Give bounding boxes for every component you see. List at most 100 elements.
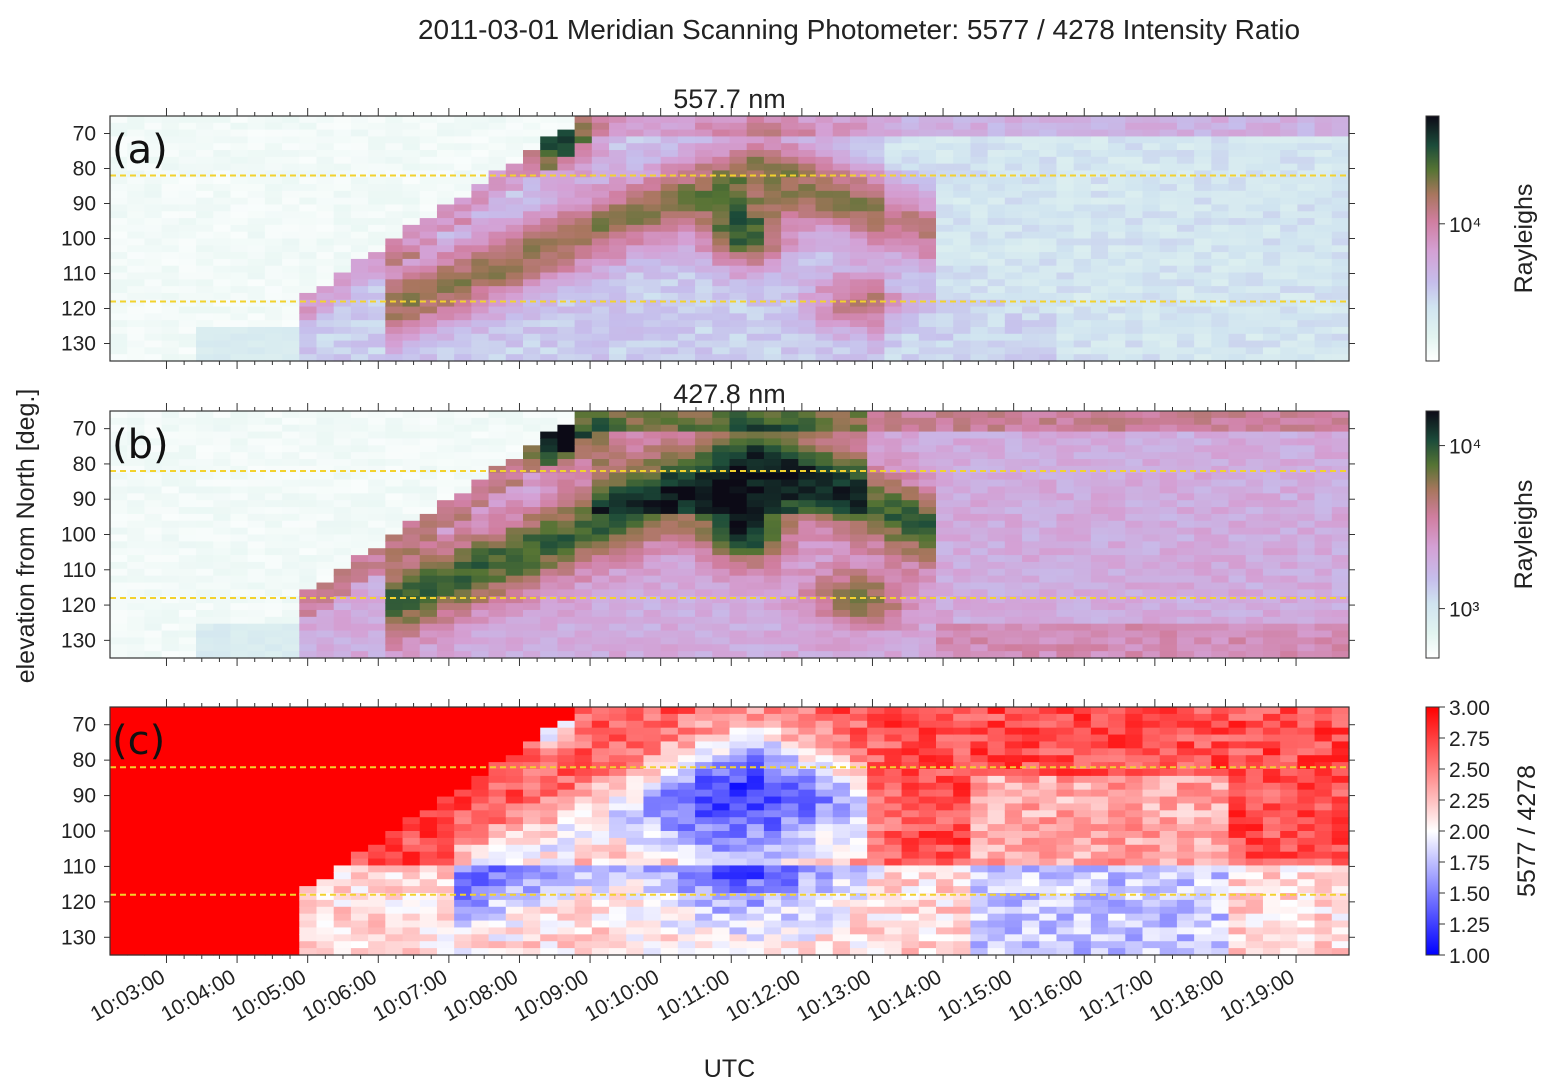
heatmap-cell [901,143,920,151]
heatmap-cell [471,143,490,151]
heatmap-cell [695,252,713,260]
heatmap-cell [1004,527,1023,536]
heatmap-cell [729,354,748,362]
heatmap-cell [505,211,524,219]
heatmap-cell [1331,238,1350,246]
heatmap-cell [540,424,559,433]
heatmap-cell [523,513,541,522]
heatmap-cell [557,637,576,645]
heatmap-cell [815,170,834,178]
heatmap-cell [110,513,128,522]
heatmap-cell [1211,299,1230,308]
heatmap-cell [247,136,266,144]
heatmap-cell [1142,623,1161,632]
heatmap-cell [953,245,972,253]
heatmap-cell [230,479,249,488]
heatmap-cell [1314,197,1333,206]
heatmap-cell [1022,493,1040,501]
heatmap-cell [161,163,180,172]
heatmap-cell [1039,320,1058,328]
heatmap-cell [557,320,576,328]
heatmap-cell [402,445,421,453]
heatmap-cell [626,513,645,522]
heatmap-cell [970,500,989,508]
heatmap-cell [436,238,455,246]
heatmap-cell [557,116,576,124]
heatmap-cell [626,320,645,328]
heatmap-cell [1280,197,1298,206]
heatmap-cell [368,238,386,246]
heatmap-cell [901,417,920,426]
heatmap-cell [1194,204,1212,212]
heatmap-cell [936,623,954,632]
heatmap-cell [540,472,559,481]
heatmap-cell [763,561,782,570]
heatmap-cell [918,197,937,206]
heatmap-cell [1022,238,1040,246]
heatmap-cell [436,320,455,328]
heatmap-cell [953,156,972,165]
heatmap-cell [1228,190,1247,199]
heatmap-cell [695,417,713,426]
heatmap-cell [763,245,782,253]
heatmap-cell [557,170,576,178]
heatmap-cell [385,445,404,453]
heatmap-cell [350,211,369,219]
heatmap-cell [1039,486,1058,494]
heatmap-cell [1039,184,1058,192]
heatmap-cell [213,527,232,536]
heatmap-cell [471,190,490,199]
heatmap-cell [282,245,300,253]
heatmap-cell [505,313,524,321]
heatmap-cell [110,122,128,131]
heatmap-cell [1314,163,1333,172]
heatmap-cell [849,541,868,549]
heatmap-cell [247,616,266,625]
heatmap-cell [574,651,593,659]
heatmap-cell [540,637,559,645]
heatmap-cell [1176,116,1195,124]
heatmap-cell [540,438,559,446]
heatmap-cell [1090,184,1109,192]
heatmap-cell [1297,150,1316,158]
heatmap-cell [316,306,335,314]
heatmap-cell [196,431,214,440]
heatmap-cell [488,258,507,267]
heatmap-cell [953,190,972,199]
heatmap-cell [540,417,559,426]
heatmap-cell [660,292,679,301]
heatmap-cell [144,211,163,219]
heatmap-cell [746,252,765,260]
heatmap-cell [247,272,266,280]
heatmap-cell [540,500,559,508]
heatmap-cell [936,465,954,474]
heatmap-cell [712,197,731,206]
heatmap-cell [591,150,610,158]
heatmap-cell [488,616,507,625]
heatmap-cell [987,286,1006,294]
heatmap-cell [574,292,593,301]
heatmap-cell [591,623,610,632]
heatmap-cell [729,333,748,342]
heatmap-cell [402,637,421,645]
heatmap-cell [1245,190,1264,199]
heatmap-cell [936,548,954,556]
heatmap-cell [660,306,679,314]
heatmap-cell [1159,184,1178,192]
heatmap-cell [1211,286,1230,294]
heatmap-cell [1262,204,1281,212]
heatmap-cell [1297,347,1316,355]
heatmap-cell [987,231,1006,240]
heatmap-cell [936,150,954,158]
heatmap-cell [1142,493,1161,501]
heatmap-cell [110,603,128,611]
heatmap-cell [299,156,318,165]
heatmap-cell [1176,417,1195,426]
heatmap-cell [815,136,834,144]
heatmap-cell [849,438,868,446]
heatmap-cell [643,561,662,570]
heatmap-cell [660,555,679,563]
heatmap-cell [350,265,369,274]
heatmap-cell [901,452,920,460]
heatmap-cell [144,445,163,453]
